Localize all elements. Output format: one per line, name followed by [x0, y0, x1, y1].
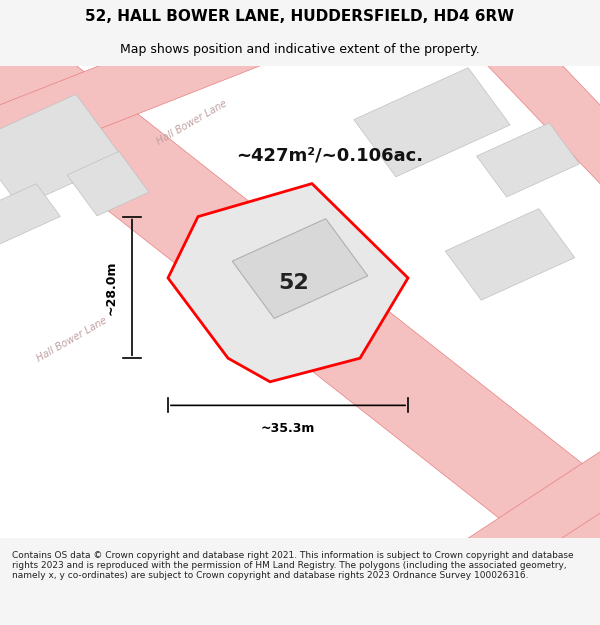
Text: Map shows position and indicative extent of the property.: Map shows position and indicative extent…	[120, 42, 480, 56]
Text: ~35.3m: ~35.3m	[261, 422, 315, 436]
Text: Hall Bower Lane: Hall Bower Lane	[35, 315, 109, 364]
Polygon shape	[232, 219, 368, 318]
Text: ~427m²/~0.106ac.: ~427m²/~0.106ac.	[236, 146, 424, 164]
Polygon shape	[461, 425, 600, 579]
Polygon shape	[445, 209, 575, 300]
Polygon shape	[0, 94, 124, 207]
Text: Hall Bower Lane: Hall Bower Lane	[155, 98, 229, 146]
Text: 52: 52	[278, 272, 310, 292]
Polygon shape	[0, 0, 316, 186]
Polygon shape	[67, 151, 149, 216]
Polygon shape	[0, 184, 61, 249]
Polygon shape	[354, 68, 510, 177]
Polygon shape	[456, 4, 600, 221]
Text: Contains OS data © Crown copyright and database right 2021. This information is : Contains OS data © Crown copyright and d…	[12, 551, 574, 581]
Text: 52, HALL BOWER LANE, HUDDERSFIELD, HD4 6RW: 52, HALL BOWER LANE, HUDDERSFIELD, HD4 6…	[85, 9, 515, 24]
Polygon shape	[168, 184, 408, 382]
Text: ~28.0m: ~28.0m	[104, 260, 118, 314]
Polygon shape	[0, 12, 600, 615]
Polygon shape	[476, 123, 580, 197]
